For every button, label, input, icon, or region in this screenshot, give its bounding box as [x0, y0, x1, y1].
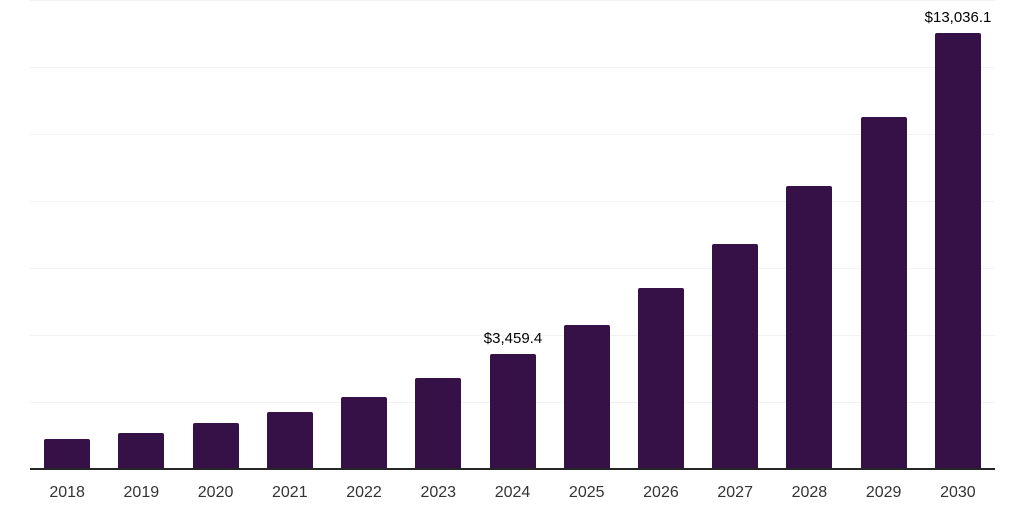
plot-area: $3,459.4 $13,036.1 [30, 0, 995, 470]
x-axis: 2018 2019 2020 2021 2022 2023 2024 2025 2026 2027… [30, 483, 995, 505]
x-tick-label-2022: 2022 [346, 484, 382, 501]
bar-2030 [935, 33, 981, 470]
bar-2026 [638, 288, 684, 470]
x-tick-label-2026: 2026 [643, 484, 679, 501]
x-tick-label-2023: 2023 [420, 484, 457, 501]
x-tick-label-2018: 2018 [49, 484, 85, 501]
gridline [30, 0, 995, 1]
x-axis-line [30, 468, 995, 470]
bar-2027 [712, 244, 758, 470]
bar-2023 [415, 378, 461, 470]
gridline [30, 67, 995, 68]
bar-2020 [193, 423, 239, 470]
x-tick-label-2025: 2025 [568, 484, 605, 501]
bar-2025 [564, 325, 610, 470]
x-tick-label-2027: 2027 [717, 484, 753, 501]
gridline [30, 201, 995, 202]
gridline [30, 268, 995, 269]
x-tick-label-2019: 2019 [123, 484, 160, 501]
bar-2024 [490, 354, 536, 470]
x-tick-label-2021: 2021 [272, 484, 308, 501]
x-tick-label-2020: 2020 [197, 484, 234, 501]
bar-value-label-2030: $13,036.1 [924, 9, 992, 26]
bar-2029 [861, 117, 907, 470]
bar-2022 [341, 397, 387, 470]
gridline [30, 335, 995, 336]
gridline [30, 134, 995, 135]
bar-value-label-2024: $3,459.4 [483, 330, 543, 347]
x-tick-label-2024: 2024 [494, 484, 531, 501]
bar-2028 [786, 186, 832, 470]
x-tick-label-2029: 2029 [865, 484, 902, 501]
x-tick-label-2028: 2028 [791, 484, 828, 501]
x-tick-label-2030: 2030 [940, 484, 976, 501]
bar-2021 [267, 412, 313, 470]
bar-2018 [44, 439, 90, 470]
bar-2019 [118, 433, 164, 470]
